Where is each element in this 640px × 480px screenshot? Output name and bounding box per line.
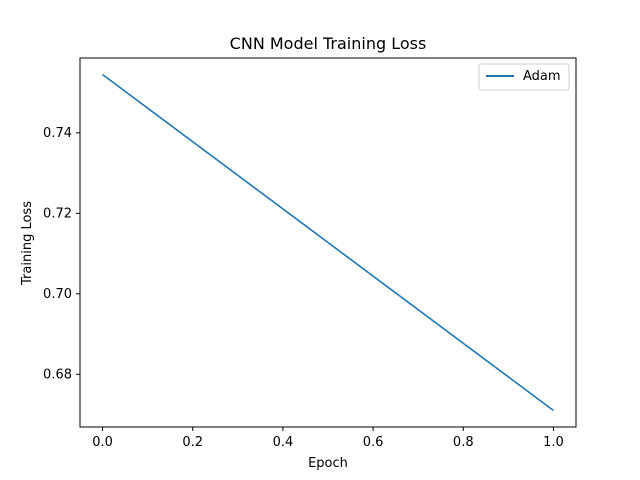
x-tick-label: 0.6: [363, 435, 384, 450]
legend-box: [478, 63, 570, 91]
y-tick-label: 0.72: [43, 206, 72, 221]
plot-frame: [79, 57, 577, 428]
x-tick-label: 0.4: [273, 435, 294, 450]
legend: Adam: [478, 63, 570, 91]
y-tick-label: 0.68: [43, 367, 72, 382]
x-axis-label: Epoch: [308, 456, 348, 471]
y-axis-label: Training Loss: [20, 201, 35, 286]
legend-label: Adam: [523, 69, 561, 84]
x-tick-label: 0.8: [453, 435, 474, 450]
x-tick-label: 1.0: [543, 435, 564, 450]
x-tick-label: 0.2: [182, 435, 203, 450]
series-line-adam: [102, 73, 554, 412]
x-axis-ticks: 0.0 0.2 0.4 0.6 0.8 1.0: [92, 427, 564, 450]
y-tick-label: 0.70: [43, 287, 72, 302]
y-tick-label: 0.74: [43, 126, 72, 141]
chart-title: CNN Model Training Loss: [230, 34, 427, 53]
y-axis-ticks: 0.68 0.70 0.72 0.74: [43, 126, 80, 382]
x-tick-label: 0.0: [92, 435, 113, 450]
series-layer: [102, 73, 554, 412]
